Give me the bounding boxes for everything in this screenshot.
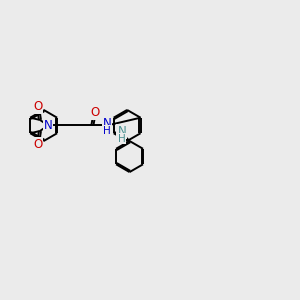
Text: H: H	[103, 126, 111, 136]
Text: O: O	[33, 100, 43, 113]
Text: H: H	[118, 134, 126, 143]
Text: N: N	[117, 125, 126, 138]
Text: O: O	[33, 138, 43, 151]
Text: N: N	[103, 117, 112, 130]
Text: O: O	[90, 106, 99, 119]
Text: N: N	[44, 119, 52, 132]
